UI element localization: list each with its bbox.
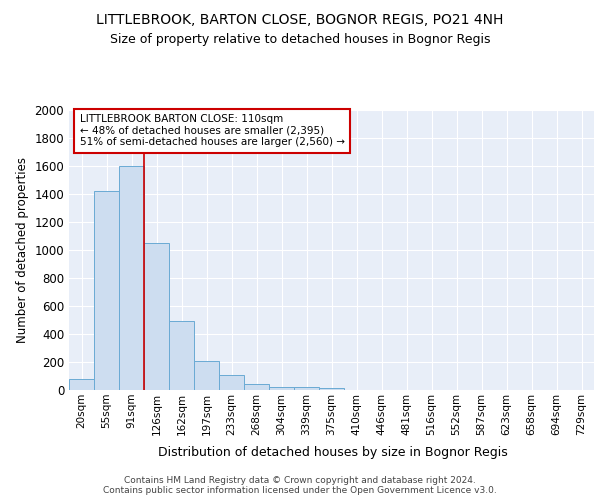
Bar — [119, 166, 144, 390]
Text: LITTLEBROOK BARTON CLOSE: 110sqm
← 48% of detached houses are smaller (2,395)
51: LITTLEBROOK BARTON CLOSE: 110sqm ← 48% o… — [79, 114, 344, 148]
Bar — [294, 387, 319, 390]
Text: Distribution of detached houses by size in Bognor Regis: Distribution of detached houses by size … — [158, 446, 508, 459]
Y-axis label: Number of detached properties: Number of detached properties — [16, 157, 29, 343]
Text: LITTLEBROOK, BARTON CLOSE, BOGNOR REGIS, PO21 4NH: LITTLEBROOK, BARTON CLOSE, BOGNOR REGIS,… — [97, 12, 503, 26]
Bar — [194, 362, 219, 390]
Bar — [169, 322, 194, 390]
Text: Size of property relative to detached houses in Bognor Regis: Size of property relative to detached ho… — [110, 32, 490, 46]
Bar — [94, 191, 119, 390]
Text: Contains HM Land Registry data © Crown copyright and database right 2024.
Contai: Contains HM Land Registry data © Crown c… — [103, 476, 497, 495]
Bar — [69, 379, 94, 390]
Bar — [219, 376, 244, 390]
Bar — [269, 386, 294, 390]
Bar — [319, 388, 344, 390]
Bar — [144, 243, 169, 390]
Bar — [244, 384, 269, 390]
